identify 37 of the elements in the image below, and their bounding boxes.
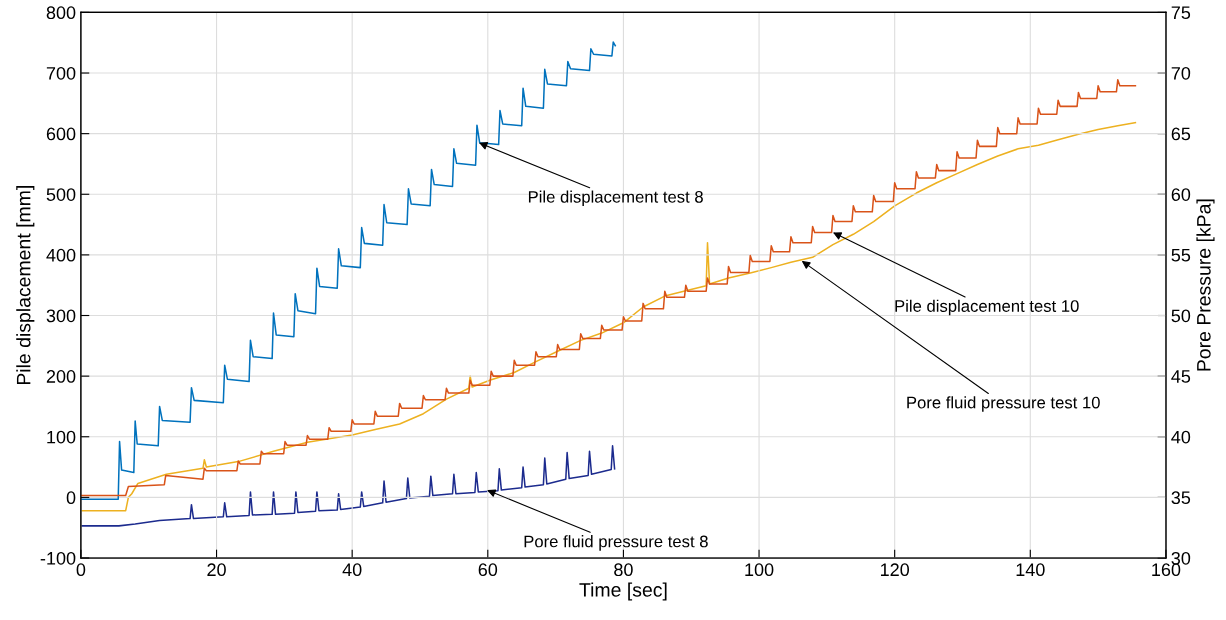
y2-tick-label: 55 bbox=[1171, 249, 1191, 262]
x-tick-label: 20 bbox=[207, 563, 226, 577]
x-axis-title: Time [sec] bbox=[579, 582, 667, 601]
y-tick-label: 600 bbox=[46, 127, 76, 141]
y2-tick-label: 35 bbox=[1171, 491, 1191, 505]
x-tick-label: 80 bbox=[614, 563, 633, 577]
y-tick-label: 500 bbox=[46, 188, 76, 201]
x-tick-label: 120 bbox=[880, 563, 910, 577]
x-tick-label: 40 bbox=[342, 563, 362, 577]
x-tick-label: 0 bbox=[76, 563, 86, 577]
y2-tick-label: 45 bbox=[1171, 370, 1191, 383]
y-tick-label: 300 bbox=[46, 309, 76, 323]
y2-axis-title: Pore Pressure [kPa] bbox=[1196, 199, 1215, 371]
y-axis-title: Pile displacement [mm] bbox=[16, 186, 35, 385]
annotation: Pore fluid pressure test 8 bbox=[524, 535, 708, 551]
x-tick-label: 140 bbox=[1016, 563, 1045, 577]
x-tick-label: 160 bbox=[1152, 563, 1181, 577]
y-tick-label: -100 bbox=[40, 551, 76, 565]
y2-tick-label: 50 bbox=[1171, 309, 1191, 323]
y-tick-label: 0 bbox=[66, 491, 76, 505]
y-tick-label: 100 bbox=[47, 430, 76, 444]
x-tick-label: 100 bbox=[745, 563, 774, 577]
annotation: Pile displacement test 10 bbox=[895, 299, 1079, 316]
y-tick-label: 700 bbox=[46, 66, 76, 80]
y-tick-label: 800 bbox=[46, 6, 76, 20]
x-tick-label: 60 bbox=[478, 563, 498, 577]
y2-tick-label: 65 bbox=[1171, 127, 1191, 141]
y2-tick-label: 75 bbox=[1171, 6, 1191, 20]
y2-tick-label: 60 bbox=[1171, 188, 1191, 201]
y2-tick-label: 30 bbox=[1171, 551, 1191, 565]
line-series bbox=[80, 445, 616, 527]
y2-tick-label: 70 bbox=[1171, 66, 1191, 80]
y-tick-label: 200 bbox=[46, 370, 76, 383]
y2-tick-label: 40 bbox=[1171, 430, 1191, 444]
y-tick-label: 400 bbox=[46, 248, 76, 262]
annotation: Pile displacement test 8 bbox=[528, 190, 703, 207]
annotation: Pore fluid pressure test 10 bbox=[907, 396, 1100, 412]
